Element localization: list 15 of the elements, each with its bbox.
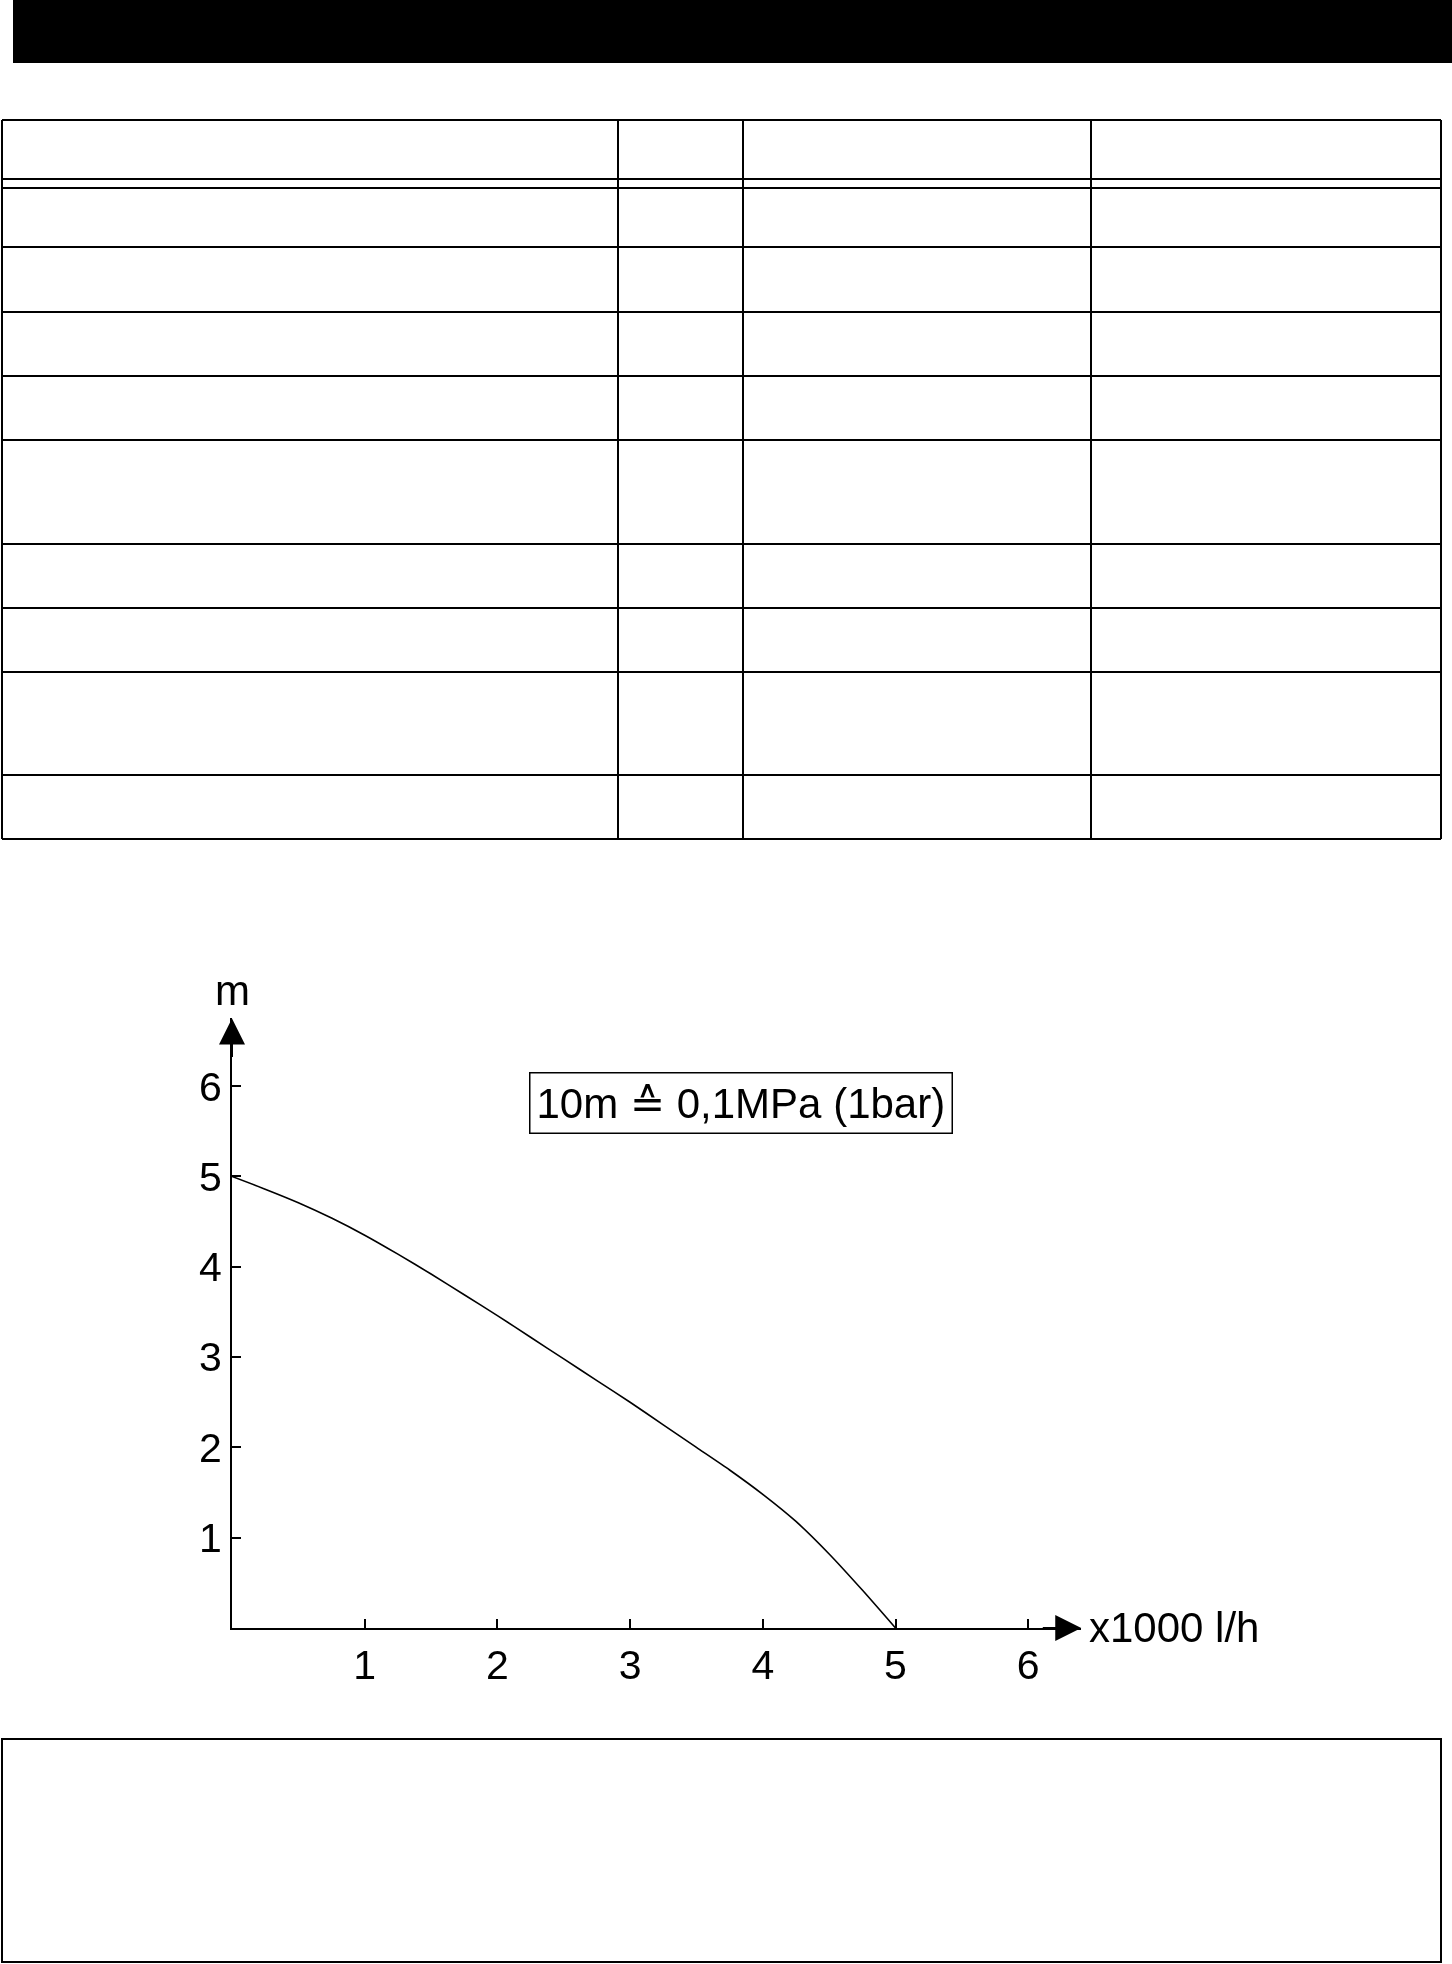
x-axis-title: x1000 l/h bbox=[1089, 1604, 1260, 1651]
x-tick-label: 6 bbox=[1016, 1642, 1040, 1689]
y-tick-label: 1 bbox=[198, 1515, 222, 1562]
y-tick-label: 2 bbox=[198, 1424, 222, 1471]
y-axis-title: m bbox=[215, 967, 250, 1014]
y-tick-label: 3 bbox=[198, 1334, 222, 1381]
y-tick-label: 4 bbox=[198, 1244, 222, 1291]
x-tick-label: 2 bbox=[485, 1642, 509, 1689]
x-tick-label: 5 bbox=[884, 1642, 907, 1689]
y-tick-label: 6 bbox=[198, 1063, 222, 1110]
x-tick-label: 3 bbox=[618, 1642, 642, 1689]
y-tick-label: 5 bbox=[198, 1153, 222, 1200]
x-tick-label: 1 bbox=[353, 1642, 377, 1689]
annotation: 10m ≙ 0,1MPa (1bar) bbox=[536, 1079, 946, 1127]
x-tick-label: 4 bbox=[751, 1642, 775, 1689]
